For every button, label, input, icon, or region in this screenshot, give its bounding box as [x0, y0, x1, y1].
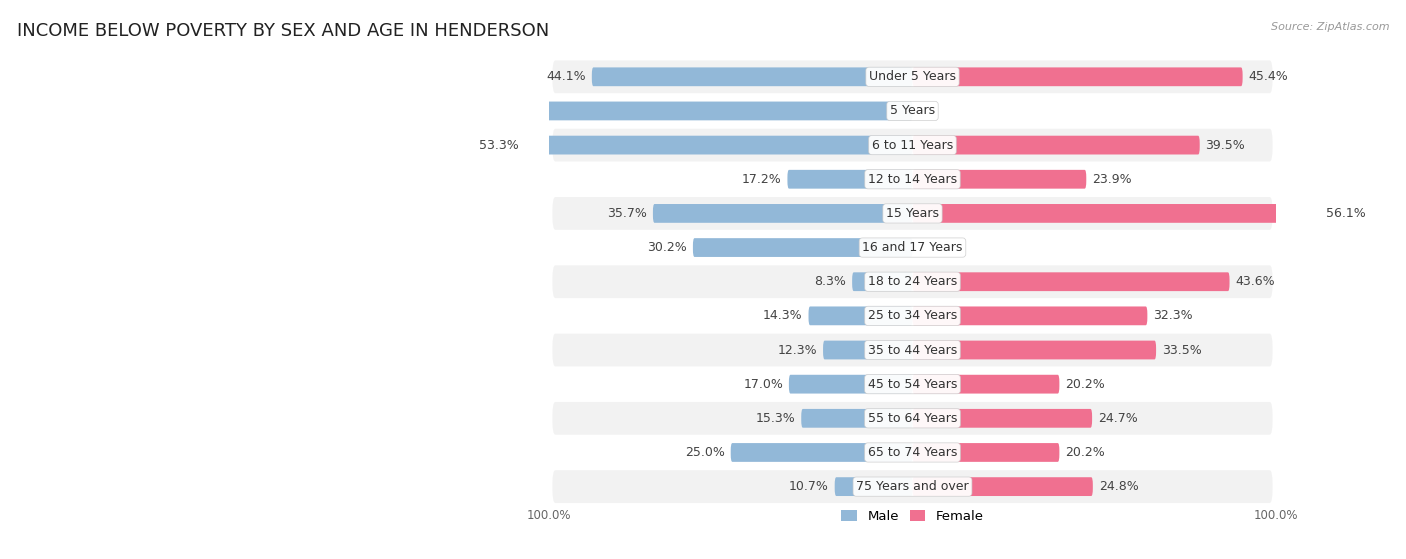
FancyBboxPatch shape	[186, 102, 912, 120]
FancyBboxPatch shape	[553, 129, 1272, 162]
FancyBboxPatch shape	[912, 477, 1092, 496]
FancyBboxPatch shape	[835, 477, 912, 496]
Text: 39.5%: 39.5%	[1205, 139, 1246, 151]
Text: 12.3%: 12.3%	[778, 344, 817, 357]
Text: 53.3%: 53.3%	[479, 139, 519, 151]
FancyBboxPatch shape	[912, 204, 1320, 223]
FancyBboxPatch shape	[553, 231, 1272, 264]
FancyBboxPatch shape	[787, 170, 912, 188]
Text: Under 5 Years: Under 5 Years	[869, 70, 956, 83]
FancyBboxPatch shape	[912, 443, 1059, 462]
Text: 43.6%: 43.6%	[1236, 275, 1275, 288]
FancyBboxPatch shape	[912, 136, 1199, 154]
Text: 44.1%: 44.1%	[547, 70, 586, 83]
Text: 16 and 17 Years: 16 and 17 Years	[862, 241, 963, 254]
FancyBboxPatch shape	[524, 136, 912, 154]
Text: 33.5%: 33.5%	[1161, 344, 1202, 357]
Text: 20.2%: 20.2%	[1066, 446, 1105, 459]
FancyBboxPatch shape	[912, 340, 1156, 359]
Text: 18 to 24 Years: 18 to 24 Years	[868, 275, 957, 288]
Text: 15 Years: 15 Years	[886, 207, 939, 220]
FancyBboxPatch shape	[912, 272, 1229, 291]
FancyBboxPatch shape	[912, 409, 1092, 428]
Text: INCOME BELOW POVERTY BY SEX AND AGE IN HENDERSON: INCOME BELOW POVERTY BY SEX AND AGE IN H…	[17, 22, 550, 40]
Text: 20.2%: 20.2%	[1066, 378, 1105, 391]
Text: 35.7%: 35.7%	[607, 207, 647, 220]
FancyBboxPatch shape	[801, 409, 912, 428]
Text: 55 to 64 Years: 55 to 64 Years	[868, 412, 957, 425]
FancyBboxPatch shape	[731, 443, 912, 462]
Text: 24.7%: 24.7%	[1098, 412, 1137, 425]
FancyBboxPatch shape	[823, 340, 912, 359]
FancyBboxPatch shape	[553, 197, 1272, 230]
Text: 75 Years and over: 75 Years and over	[856, 480, 969, 493]
Text: 24.8%: 24.8%	[1098, 480, 1139, 493]
Text: 30.2%: 30.2%	[647, 241, 688, 254]
Text: 45.4%: 45.4%	[1249, 70, 1288, 83]
Text: 32.3%: 32.3%	[1153, 309, 1192, 323]
Text: 35 to 44 Years: 35 to 44 Years	[868, 344, 957, 357]
Text: 8.3%: 8.3%	[814, 275, 846, 288]
FancyBboxPatch shape	[553, 266, 1272, 298]
FancyBboxPatch shape	[808, 306, 912, 325]
FancyBboxPatch shape	[553, 60, 1272, 93]
FancyBboxPatch shape	[553, 436, 1272, 469]
Text: 17.0%: 17.0%	[744, 378, 783, 391]
FancyBboxPatch shape	[553, 334, 1272, 366]
Text: 23.9%: 23.9%	[1092, 173, 1132, 186]
FancyBboxPatch shape	[693, 238, 912, 257]
Legend: Male, Female: Male, Female	[835, 505, 990, 528]
FancyBboxPatch shape	[553, 300, 1272, 332]
FancyBboxPatch shape	[789, 375, 912, 394]
FancyBboxPatch shape	[553, 163, 1272, 196]
FancyBboxPatch shape	[652, 204, 912, 223]
Text: 5 Years: 5 Years	[890, 105, 935, 117]
FancyBboxPatch shape	[553, 402, 1272, 435]
FancyBboxPatch shape	[912, 375, 1059, 394]
Text: 12 to 14 Years: 12 to 14 Years	[868, 173, 957, 186]
Text: 6 to 11 Years: 6 to 11 Years	[872, 139, 953, 151]
Text: 25 to 34 Years: 25 to 34 Years	[868, 309, 957, 323]
FancyBboxPatch shape	[553, 470, 1272, 503]
Text: 15.3%: 15.3%	[755, 412, 796, 425]
Text: 25.0%: 25.0%	[685, 446, 725, 459]
FancyBboxPatch shape	[553, 94, 1272, 127]
FancyBboxPatch shape	[553, 368, 1272, 401]
Text: 14.3%: 14.3%	[763, 309, 803, 323]
Text: 65 to 74 Years: 65 to 74 Years	[868, 446, 957, 459]
FancyBboxPatch shape	[912, 170, 1087, 188]
Text: 10.7%: 10.7%	[789, 480, 830, 493]
Text: Source: ZipAtlas.com: Source: ZipAtlas.com	[1271, 22, 1389, 32]
Text: 100.0%: 100.0%	[193, 105, 245, 117]
FancyBboxPatch shape	[592, 68, 912, 86]
Text: 56.1%: 56.1%	[1326, 207, 1367, 220]
FancyBboxPatch shape	[912, 306, 1147, 325]
FancyBboxPatch shape	[852, 272, 912, 291]
Text: 45 to 54 Years: 45 to 54 Years	[868, 378, 957, 391]
Text: 17.2%: 17.2%	[742, 173, 782, 186]
FancyBboxPatch shape	[912, 68, 1243, 86]
